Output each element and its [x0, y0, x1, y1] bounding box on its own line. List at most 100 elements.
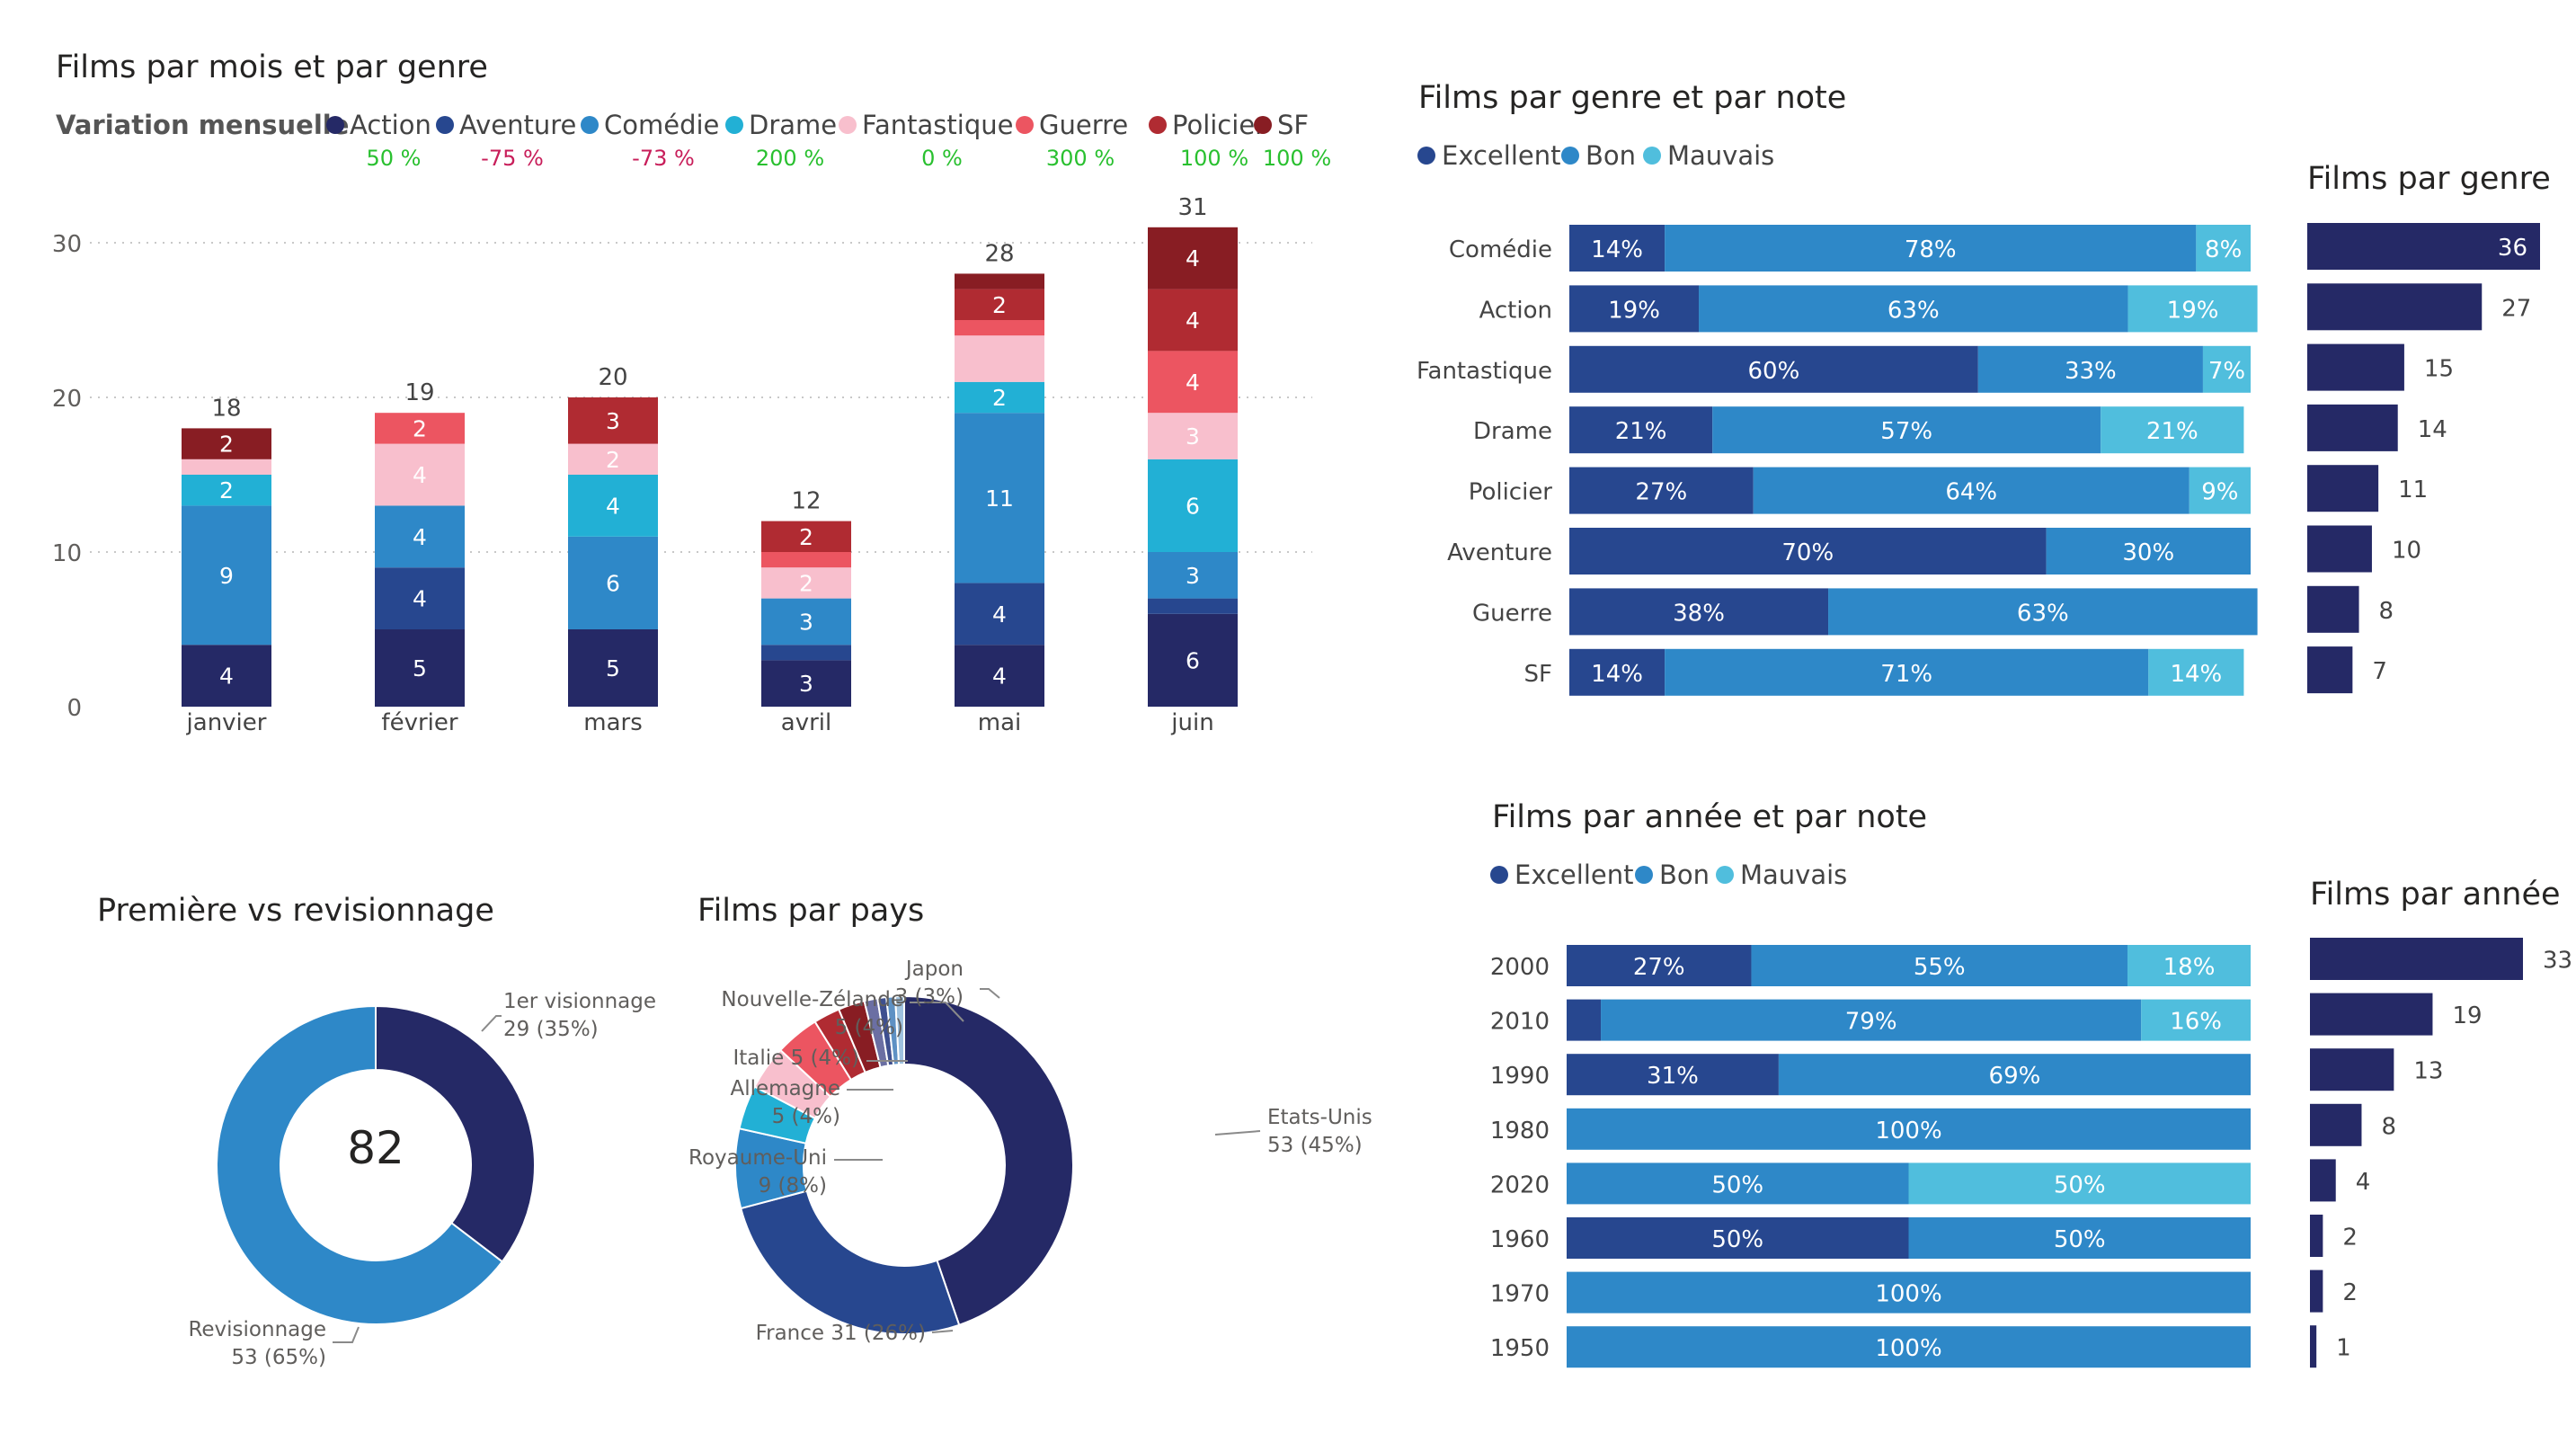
- variation-aventure: -75 %: [481, 146, 544, 171]
- bar-label-juin-fantastique: 3: [1186, 423, 1200, 450]
- legend-dot-policier: [1149, 116, 1167, 134]
- legend-label-comedie: Comédie: [604, 110, 719, 140]
- bar-label-juin-guerre: 4: [1186, 370, 1200, 396]
- bar-fevrier-guerre: [375, 413, 465, 444]
- bar-mars-comedie: [568, 536, 658, 629]
- bar-label-mai-action: 4: [992, 664, 1007, 690]
- bar-juin-guerre: [1148, 351, 1238, 414]
- bar-sf-bon: [1665, 648, 2149, 696]
- legend-dot-drame: [725, 116, 743, 134]
- bar-mai-aventure: [955, 583, 1044, 646]
- slice-0: [375, 1004, 536, 1263]
- bar-label-0: 33: [2543, 948, 2572, 975]
- slice-label-0-1: 53 (45%): [1267, 1134, 1363, 1157]
- bar-label-2000-mauvais: 18%: [2163, 954, 2216, 981]
- bar-guerre-bon: [1828, 588, 2258, 636]
- bar-1980-bon: [1567, 1108, 2251, 1150]
- bar-label-fevrier-guerre: 2: [413, 415, 427, 441]
- bar-label-policier-bon: 64%: [1945, 479, 1997, 506]
- bar-label-mars-action: 5: [606, 655, 620, 681]
- monthly-bars: 4 9 2 2 18 5 4 4 4 2 19 5 6 4 2 3 20 3 3 2 2 12 4 4 11 2 2 28 6 3 6 3 4 4…: [182, 194, 1238, 707]
- variation-guerre: 300 %: [1046, 146, 1115, 171]
- legend-label-mauvais: Mauvais: [1740, 860, 1847, 890]
- rating-year-title: Films par année et par note: [1492, 799, 1927, 835]
- category-guerre: Guerre: [1472, 600, 1552, 627]
- bar-label-1960-bon: 50%: [2054, 1226, 2106, 1253]
- bar-comedie-mauvais: [2196, 225, 2251, 272]
- bar-7: [2310, 1325, 2317, 1368]
- bar-label-mai-aventure: 4: [992, 601, 1007, 628]
- total-label-janvier: 18: [211, 395, 241, 422]
- category-policier: Policier: [1469, 479, 1553, 506]
- bar-label-comedie-excellent: 14%: [1591, 236, 1643, 263]
- bar-label-juin-comedie: 3: [1186, 563, 1200, 589]
- bar-label-mars-policier: 3: [606, 408, 620, 434]
- bar-1970-bon: [1567, 1271, 2251, 1314]
- bar-avril-fantastique: [761, 567, 851, 599]
- bar-mars-drame: [568, 475, 658, 537]
- bar-label-mars-drame: 4: [606, 493, 620, 519]
- bar-comedie-excellent: [1569, 225, 1666, 272]
- rating-year-legend: Excellent Bon Mauvais: [1490, 860, 1847, 890]
- legend-dot-fantastique: [839, 116, 857, 134]
- bar-label-janvier-action: 4: [219, 664, 234, 690]
- legend-dot-mauvais: [1643, 147, 1661, 165]
- bar-label-action-excellent: 19%: [1608, 297, 1660, 324]
- bar-mai-fantastique: [955, 335, 1044, 382]
- bar-2010-excellent: [1567, 999, 1602, 1041]
- total-label-fevrier: 19: [404, 379, 434, 406]
- category-1990: 1990: [1490, 1063, 1550, 1090]
- bar-avril-guerre: [761, 552, 851, 568]
- x-label-avril: avril: [781, 709, 831, 736]
- x-label-fevrier: février: [381, 709, 457, 736]
- legend-dot-comedie: [581, 116, 599, 134]
- bar-mai-comedie: [955, 413, 1044, 583]
- bar-label-2010-bon: 79%: [1845, 1009, 1897, 1036]
- y-tick-0: 0: [67, 695, 82, 722]
- legend-dot-bon: [1635, 866, 1653, 884]
- slice-label-3-1: 5 (4%): [772, 1105, 840, 1128]
- bar-action-excellent: [1569, 285, 1700, 333]
- rating-genre-title: Films par genre et par note: [1418, 80, 1846, 116]
- bar-label-mars-comedie: 6: [606, 570, 620, 596]
- bar-mars-policier: [568, 397, 658, 444]
- legend-dot-action: [326, 116, 344, 134]
- bar-fevrier-comedie: [375, 505, 465, 568]
- x-label-mai: mai: [978, 709, 1021, 736]
- bar-label-4: 4: [2356, 1169, 2371, 1196]
- bar-fevrier-action: [375, 629, 465, 707]
- bar-1: [2310, 993, 2433, 1036]
- bar-label-janvier-drame: 2: [219, 477, 234, 503]
- bar-label-1970-bon: 100%: [1875, 1281, 1941, 1308]
- bar-label-2020-mauvais: 50%: [2054, 1171, 2106, 1198]
- bar-1990-bon: [1778, 1054, 2251, 1096]
- monthly-genre-chart: Films par mois et par genre Variation me…: [52, 49, 1331, 736]
- bar-label-avril-action: 3: [799, 671, 813, 697]
- category-1950: 1950: [1490, 1335, 1550, 1362]
- bar-0: [2310, 938, 2523, 980]
- first-vs-rewatch-chart: Première vs revisionnage 1er visionnage 2…: [97, 893, 656, 1369]
- category-action: Action: [1479, 297, 1552, 324]
- bar-label-action-mauvais: 19%: [2167, 297, 2219, 324]
- bar-label-fevrier-comedie: 4: [413, 524, 427, 550]
- variation-drame: 200 %: [756, 146, 824, 171]
- year-count-bars: 33 19 13 8 4 2 2 1: [2310, 938, 2572, 1368]
- bar-label-juin-action: 6: [1186, 647, 1200, 673]
- x-label-juin: juin: [1170, 709, 1213, 736]
- total-label-juin: 31: [1177, 194, 1207, 221]
- country-title: Films par pays: [697, 893, 924, 929]
- monthly-x-axis: janvier février mars avril mai juin: [186, 709, 1214, 736]
- bar-juin-sf: [1148, 227, 1238, 289]
- bar-label-action-bon: 63%: [1888, 297, 1940, 324]
- bar-label-sf-excellent: 14%: [1591, 661, 1643, 688]
- bar-label-1990-excellent: 31%: [1647, 1063, 1699, 1090]
- bar-janvier-drame: [182, 475, 271, 506]
- monthly-gridlines: [90, 242, 1312, 553]
- bar-0: [2307, 223, 2540, 270]
- bar-drame-bon: [1712, 406, 2101, 454]
- bar-label-guerre-bon: 63%: [2017, 600, 2069, 627]
- bar-policier-bon: [1753, 467, 2190, 514]
- bar-juin-action: [1148, 613, 1238, 707]
- bar-label-1980-bon: 100%: [1875, 1118, 1941, 1145]
- bar-label-avril-policier: 2: [799, 524, 813, 550]
